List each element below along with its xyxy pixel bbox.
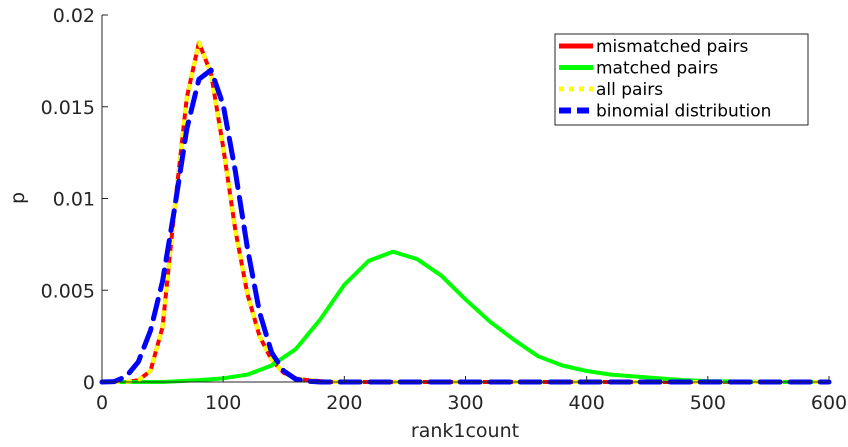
legend-label: binomial distribution: [596, 102, 771, 122]
x-tick-label: 600: [811, 392, 847, 414]
legend-label: all pairs: [596, 80, 663, 100]
x-tick-label: 0: [96, 392, 108, 414]
x-tick-label: 500: [690, 392, 726, 414]
x-tick-label: 400: [569, 392, 605, 414]
y-tick-label: 0.005: [41, 280, 95, 302]
y-tick-label: 0.015: [41, 97, 95, 119]
x-axis-label: rank1count: [411, 420, 519, 442]
legend-label: matched pairs: [596, 59, 718, 79]
y-ticks: 0 0.005 0.01 0.015 0.02: [41, 5, 108, 394]
x-ticks: 0 100 200 300 400 500 600: [96, 376, 847, 414]
y-tick-label: 0.01: [53, 189, 95, 211]
x-tick-label: 200: [326, 392, 362, 414]
x-tick-label: 300: [447, 392, 483, 414]
x-tick-label: 100: [205, 392, 241, 414]
y-axis-label: p: [7, 192, 29, 204]
legend-label: mismatched pairs: [596, 37, 748, 57]
y-tick-label: 0: [83, 372, 95, 394]
legend-box: [554, 33, 809, 126]
series-line-matched-pairs: [100, 249, 831, 384]
y-tick-label: 0.02: [53, 5, 95, 27]
